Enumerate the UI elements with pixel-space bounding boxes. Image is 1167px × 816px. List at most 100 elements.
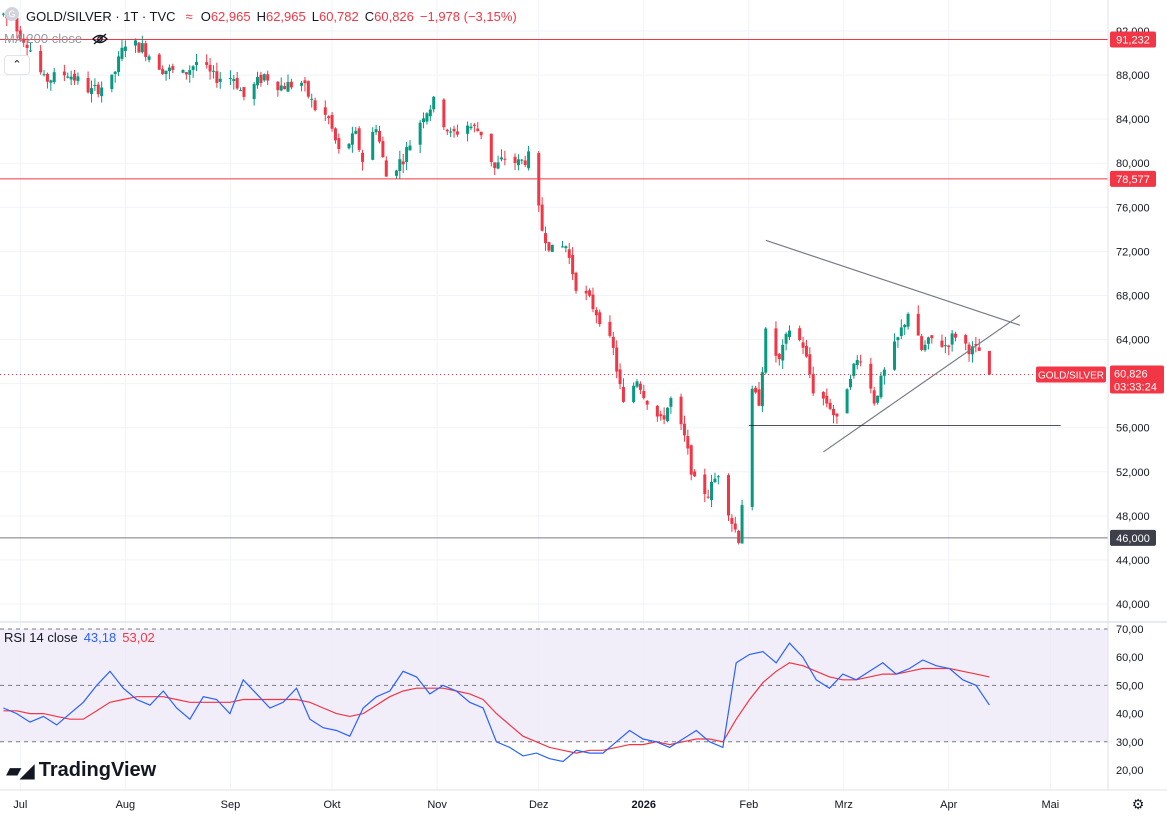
high-label: H bbox=[256, 8, 266, 24]
candle-body bbox=[134, 40, 138, 46]
candle-body bbox=[394, 170, 398, 176]
candle-body bbox=[330, 114, 334, 129]
candle-body bbox=[259, 74, 263, 84]
low-label: L bbox=[311, 8, 319, 24]
rsi-label: RSI 14 close bbox=[4, 630, 78, 645]
candle-body bbox=[161, 68, 165, 74]
candle-body bbox=[774, 328, 778, 356]
price-tag bbox=[1110, 365, 1164, 394]
ma-legend[interactable]: MA 200 close bbox=[4, 31, 108, 46]
rsi-lines bbox=[3, 642, 990, 763]
trendlines[interactable] bbox=[748, 239, 1061, 453]
candle-body bbox=[588, 290, 592, 296]
candle-body bbox=[300, 82, 304, 86]
candle-body bbox=[499, 157, 503, 160]
price-tag-value: 60,826 bbox=[1114, 369, 1148, 381]
candle-body bbox=[350, 133, 354, 145]
candle-body bbox=[659, 414, 663, 417]
candle-body bbox=[147, 56, 151, 60]
rsi-tick-label: 20,00 bbox=[1116, 765, 1144, 777]
candle-body bbox=[357, 128, 361, 150]
candle-body bbox=[428, 109, 432, 117]
wave-icon: ≈ bbox=[185, 8, 193, 24]
candle-body bbox=[401, 161, 405, 165]
candle-body bbox=[235, 77, 239, 89]
candle-body bbox=[733, 523, 737, 530]
candle-body bbox=[384, 160, 388, 177]
candle-body bbox=[303, 80, 307, 84]
y-tick-label: 64,000 bbox=[1116, 335, 1150, 347]
level-tag bbox=[1110, 170, 1156, 187]
candle-body bbox=[89, 88, 93, 94]
y-tick-label: 48,000 bbox=[1116, 511, 1150, 523]
candle-body bbox=[754, 387, 758, 393]
candle-body bbox=[283, 86, 287, 90]
candle-body bbox=[466, 125, 470, 134]
candle-body bbox=[337, 138, 341, 149]
close-label: C bbox=[364, 8, 375, 24]
candle-body bbox=[354, 130, 358, 134]
candle-body bbox=[611, 336, 615, 348]
candle-body bbox=[144, 43, 148, 57]
trendline-upper bbox=[765, 239, 1021, 326]
symbol-title[interactable]: GOLD/SILVER · 1T · TVC bbox=[26, 8, 176, 24]
candle-body bbox=[432, 96, 436, 110]
candle-body bbox=[544, 233, 548, 244]
candle-body bbox=[418, 122, 422, 145]
level-tag bbox=[1110, 31, 1156, 48]
candle-body bbox=[540, 204, 544, 231]
candle-body bbox=[920, 336, 924, 351]
candle-body bbox=[422, 118, 426, 123]
candle-body bbox=[62, 71, 66, 76]
candle-body bbox=[964, 335, 968, 344]
ma-label: MA 200 close bbox=[4, 31, 83, 46]
candle-body bbox=[100, 87, 104, 97]
candle-body bbox=[493, 162, 497, 169]
candle-body bbox=[560, 246, 564, 248]
candle-body bbox=[195, 61, 199, 66]
candle-body bbox=[527, 151, 531, 169]
y-tick-label: 72,000 bbox=[1116, 246, 1150, 258]
rsi-legend[interactable]: RSI 14 close 43,18 53,02 bbox=[4, 630, 155, 645]
candle-body bbox=[93, 85, 97, 87]
candle-body bbox=[157, 54, 161, 70]
candle-body bbox=[28, 50, 32, 52]
candle-body bbox=[882, 369, 886, 376]
candle-body bbox=[679, 396, 683, 425]
y-tick-label: 44,000 bbox=[1116, 555, 1150, 567]
x-tick-label: Sep bbox=[221, 799, 241, 811]
y-tick-label: 40,000 bbox=[1116, 599, 1150, 611]
candle-body bbox=[615, 347, 619, 372]
candle-body bbox=[1, 13, 5, 15]
candle-body bbox=[730, 518, 734, 524]
candle-body bbox=[164, 70, 168, 75]
hidden-eye-icon[interactable] bbox=[92, 33, 108, 45]
x-tick-label: Mrz bbox=[835, 799, 853, 811]
candle-body bbox=[15, 17, 19, 32]
y-tick-label: 52,000 bbox=[1116, 467, 1150, 479]
x-tick-label: 2026 bbox=[632, 799, 656, 811]
candle-body bbox=[76, 76, 80, 81]
candle-body bbox=[425, 113, 429, 122]
candle-body bbox=[950, 333, 954, 345]
tradingview-logo[interactable]: ▰◢ TradingView bbox=[6, 758, 156, 783]
symbol-logo-icon[interactable]: G bbox=[5, 7, 19, 21]
low-value: 60,782 bbox=[318, 8, 359, 24]
x-tick-label: Nov bbox=[427, 799, 447, 811]
candle-body bbox=[977, 347, 981, 351]
candle-body bbox=[96, 84, 100, 95]
candle-body bbox=[442, 99, 446, 128]
horizontal-levels[interactable] bbox=[0, 38, 1108, 539]
candle-body bbox=[181, 70, 185, 73]
candle-body bbox=[25, 44, 29, 48]
candle-body bbox=[974, 344, 978, 346]
candle-body bbox=[764, 328, 768, 373]
settings-gear-icon[interactable]: ⚙ bbox=[1131, 796, 1145, 812]
candle-body bbox=[455, 131, 459, 135]
collapse-legend-button[interactable]: ⌃ bbox=[4, 55, 30, 75]
candle-body bbox=[479, 131, 483, 136]
candle-body bbox=[825, 395, 829, 404]
candle-body bbox=[279, 85, 283, 91]
x-tick-label: Apr bbox=[940, 799, 957, 811]
